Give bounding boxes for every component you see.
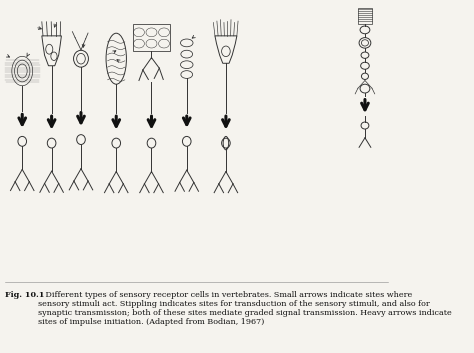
Bar: [357, 8, 373, 24]
Bar: [133, 24, 170, 50]
Text: Different types of sensory receptor cells in vertebrates. Small arrows indicate : Different types of sensory receptor cell…: [37, 291, 451, 327]
Text: Fig. 10.1: Fig. 10.1: [5, 291, 45, 299]
